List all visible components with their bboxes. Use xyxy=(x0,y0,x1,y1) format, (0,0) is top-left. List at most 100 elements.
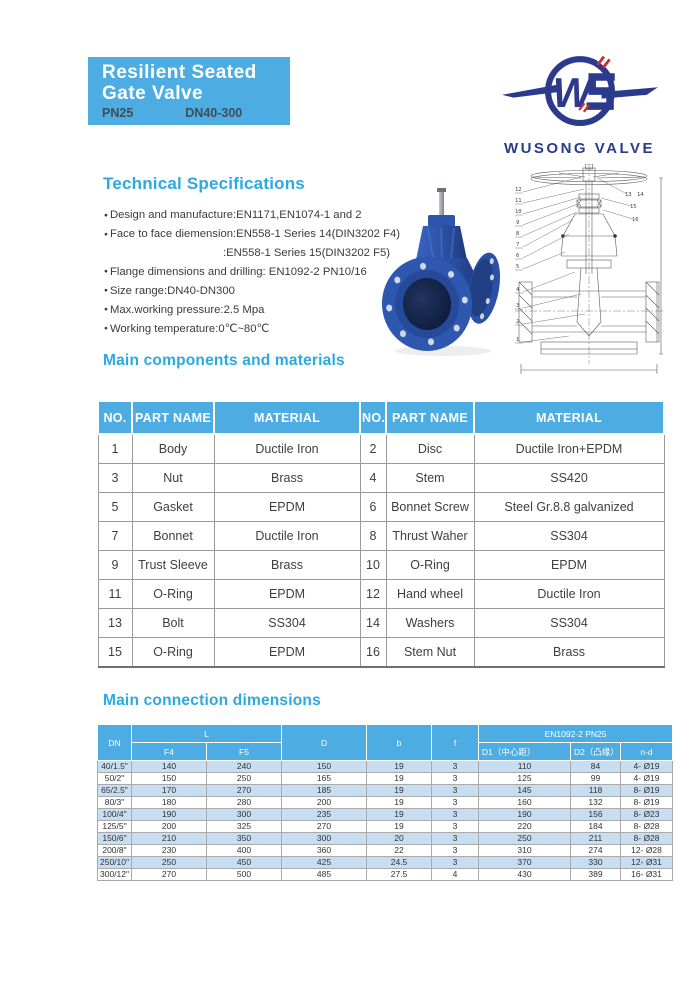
col-header: D xyxy=(281,724,368,761)
table-cell: 150/6" xyxy=(97,832,132,845)
table-row: 150/6" 210 350 300 20 3 250 211 8- Ø28 xyxy=(97,832,674,845)
table-cell: 8- Ø19 xyxy=(620,784,674,797)
table-row: 40/1.5" 140 240 150 19 3 110 84 4- Ø19 xyxy=(97,760,674,773)
spec-item: Design and manufacture:EN1171,EN1074-1 a… xyxy=(104,206,409,225)
table-cell: Stem Nut xyxy=(385,637,475,668)
page-title-line2: Gate Valve xyxy=(102,83,204,104)
table-cell: Body xyxy=(131,433,215,464)
table-row: 80/3" 180 280 200 19 3 160 132 8- Ø19 xyxy=(97,796,674,809)
table-cell: 184 xyxy=(570,820,622,833)
table-row: 13 Bolt SS304 14 Washers SS304 xyxy=(97,608,665,638)
table-cell: 3 xyxy=(431,820,480,833)
table-cell: 8- Ø28 xyxy=(620,832,674,845)
table-cell: 19 xyxy=(366,820,433,833)
table-cell: 3 xyxy=(97,463,133,493)
table-cell: 12 xyxy=(359,579,387,609)
table-cell: 132 xyxy=(570,796,622,809)
table-cell: 250 xyxy=(478,832,572,845)
table-cell: 250/10" xyxy=(97,856,132,869)
table-cell: 330 xyxy=(570,856,622,869)
table-cell: 300/12" xyxy=(97,868,132,881)
col-header: PART NAME xyxy=(131,400,215,435)
table-cell: 118 xyxy=(570,784,622,797)
table-cell: Brass xyxy=(213,463,361,493)
table-cell: 485 xyxy=(281,868,368,881)
table-cell: Brass xyxy=(473,637,665,668)
drawing-callout: 10 xyxy=(515,209,522,215)
table-cell: 350 xyxy=(205,832,283,845)
table-cell: 270 xyxy=(131,868,207,881)
table-cell: 274 xyxy=(570,844,622,857)
table-cell: 230 xyxy=(131,844,207,857)
spec-item: Max.working pressure:2.5 Mpa xyxy=(104,301,409,320)
table-cell: 16- Ø31 xyxy=(620,868,674,881)
table-cell: 185 xyxy=(281,784,368,797)
drawing-callout: 8 xyxy=(516,231,519,237)
table-cell: 156 xyxy=(570,808,622,821)
table-cell: 5 xyxy=(97,492,133,522)
wusong-logo: W WUSONG VALVE xyxy=(497,46,662,157)
table-cell: 235 xyxy=(281,808,368,821)
drawing-callout: 15 xyxy=(630,204,637,210)
drawing-callout: 14 xyxy=(637,192,644,198)
table-cell: 4- Ø19 xyxy=(620,760,674,773)
table-cell: 110 xyxy=(478,760,572,773)
table-cell: 6 xyxy=(359,492,387,522)
drawing-callout: 2 xyxy=(516,319,519,325)
table-row: 125/5" 200 325 270 19 3 220 184 8- Ø28 xyxy=(97,820,674,833)
title-subline: PN25 DN40-300 xyxy=(102,106,242,120)
tech-specs-heading: Technical Specifications xyxy=(103,174,305,193)
table-cell: SS304 xyxy=(213,608,361,638)
table-cell: 11 xyxy=(97,579,133,609)
table-cell: 400 xyxy=(205,844,283,857)
table-cell: 3 xyxy=(431,856,480,869)
col-header: f xyxy=(431,724,480,761)
table-cell: Ductile Iron xyxy=(213,433,361,464)
table-cell: 2 xyxy=(359,433,387,464)
table-cell: Gasket xyxy=(131,492,215,522)
table-cell: 190 xyxy=(478,808,572,821)
table-cell: Trust Sleeve xyxy=(131,550,215,580)
table-cell: 250 xyxy=(131,856,207,869)
dimensions-heading: Main connection dimensions xyxy=(103,692,321,709)
table-cell: 9 xyxy=(97,550,133,580)
table-cell: 125/5" xyxy=(97,820,132,833)
components-heading: Main components and materials xyxy=(103,352,345,369)
table-cell: Stem xyxy=(385,463,475,493)
table-cell: EPDM xyxy=(213,492,361,522)
spec-item: Working temperature:0℃~80℃ xyxy=(104,320,409,339)
table-cell: 15 xyxy=(97,637,133,668)
table-cell: 145 xyxy=(478,784,572,797)
table-row: 3 Nut Brass 4 Stem SS420 xyxy=(97,463,665,493)
table-cell: 200 xyxy=(131,820,207,833)
valve-photo xyxy=(381,188,501,356)
table-cell: 165 xyxy=(281,772,368,785)
spec-item: :EN558-1 Series 15(DIN3202 F5) xyxy=(223,247,391,259)
table-cell: 3 xyxy=(431,772,480,785)
drawing-callout: 1 xyxy=(516,337,519,343)
dimensions-header-row1: DN L D b f EN1092-2 PN25 xyxy=(97,724,674,761)
table-cell: Hand wheel xyxy=(385,579,475,609)
table-cell: 3 xyxy=(431,796,480,809)
table-cell: 190 xyxy=(131,808,207,821)
col-header: F4 xyxy=(131,742,207,761)
table-cell: 280 xyxy=(205,796,283,809)
table-cell: 24.5 xyxy=(366,856,433,869)
table-cell: 4 xyxy=(431,868,480,881)
spec-item: Face to face diemension:EN558-1 Series 1… xyxy=(104,225,409,244)
table-row: 5 Gasket EPDM 6 Bonnet Screw Steel Gr.8.… xyxy=(97,492,665,522)
table-cell: 22 xyxy=(366,844,433,857)
table-cell: 27.5 xyxy=(366,868,433,881)
table-cell: Washers xyxy=(385,608,475,638)
table-cell: 8 xyxy=(359,521,387,551)
drawing-callout: 4 xyxy=(516,287,520,293)
table-cell: 300 xyxy=(281,832,368,845)
col-header: D1（中心距） xyxy=(478,742,572,761)
table-cell: 19 xyxy=(366,772,433,785)
table-cell: 80/3" xyxy=(97,796,132,809)
table-cell: 325 xyxy=(205,820,283,833)
drawing-callout: 11 xyxy=(515,198,522,204)
table-row: 11 O-Ring EPDM 12 Hand wheel Ductile Iro… xyxy=(97,579,665,609)
table-cell: 40/1.5" xyxy=(97,760,132,773)
drawing-callout: 12 xyxy=(515,187,522,193)
